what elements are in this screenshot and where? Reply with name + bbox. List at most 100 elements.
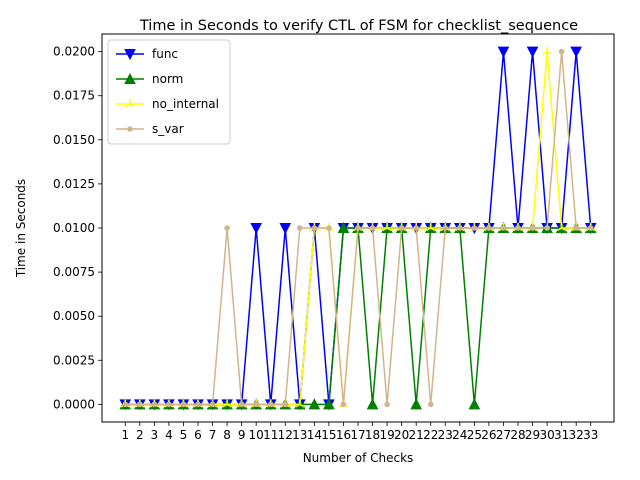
data-point-norm-21	[410, 398, 423, 410]
data-point-s_var-21	[413, 225, 419, 231]
data-point-s_var-5	[180, 401, 187, 408]
legend-label-norm: norm	[152, 72, 183, 86]
data-point-s_var-22	[427, 401, 434, 408]
data-point-no_internal-22	[426, 223, 436, 232]
x-tick-label-3: 3	[151, 428, 159, 442]
data-point-s_var-33	[587, 225, 594, 231]
data-point-no_internal-30	[542, 46, 552, 55]
x-tick-label-21: 21	[409, 428, 424, 442]
x-tick-label-5: 5	[180, 428, 188, 442]
data-point-norm-16	[337, 221, 350, 233]
data-point-s_var-12	[282, 401, 289, 408]
data-point-func-12	[279, 223, 292, 235]
data-point-func-10	[250, 223, 263, 235]
legend-marker-norm	[124, 72, 136, 84]
data-point-s_var-25	[471, 225, 478, 231]
y-tick-label-0.0025: 0.0025	[53, 353, 95, 367]
data-point-func-32	[570, 46, 583, 58]
y-tick-label-0.0000: 0.0000	[53, 397, 95, 411]
x-tick-label-30: 30	[539, 428, 554, 442]
x-axis: 1 2 3 4 5 6 7 8 9 10 11 12 13 14 15 16 17 18 19 20 21 22 23 24 2…	[121, 422, 598, 442]
series-s_var	[122, 48, 594, 408]
data-point-s_var-28	[515, 225, 521, 231]
x-tick-label-10: 10	[249, 428, 264, 442]
x-tick-label-13: 13	[292, 428, 307, 442]
data-point-s_var-2	[137, 401, 143, 408]
x-tick-label-28: 28	[510, 428, 525, 442]
data-point-no_internal-31	[556, 223, 567, 232]
data-point-norm-15	[323, 398, 335, 410]
y-tick-label-0.0125: 0.0125	[53, 177, 95, 191]
data-point-no_internal-13	[295, 399, 305, 408]
data-point-s_var-7	[209, 401, 216, 408]
y-tick-label-0.0175: 0.0175	[53, 89, 95, 103]
x-axis-label: Number of Checks	[303, 451, 414, 465]
data-point-s_var-18	[369, 225, 376, 231]
legend-entry-no_internal: no_internal	[116, 97, 219, 111]
x-tick-label-20: 20	[394, 428, 409, 442]
legend-entry-norm: norm	[116, 72, 183, 86]
x-tick-label-8: 8	[223, 428, 231, 442]
data-point-s_var-20	[398, 225, 405, 231]
x-tick-label-4: 4	[165, 428, 173, 442]
legend-marker-no_internal	[125, 99, 135, 108]
data-point-s_var-23	[442, 225, 449, 231]
x-tick-label-32: 32	[569, 428, 584, 442]
chart-title: Time in Seconds to verify CTL of FSM for…	[139, 18, 578, 34]
x-tick-label-7: 7	[209, 428, 217, 442]
legend-marker-func	[124, 49, 136, 61]
y-tick-label-0.0050: 0.0050	[53, 309, 95, 323]
x-tick-label-29: 29	[525, 428, 540, 442]
data-point-s_var-4	[166, 401, 172, 408]
legend-label-no_internal: no_internal	[152, 97, 219, 111]
x-tick-label-11: 11	[263, 428, 278, 442]
legend-entry-s_var: s_var	[116, 122, 184, 136]
legend-entry-func: func	[116, 47, 178, 61]
x-tick-label-24: 24	[452, 428, 467, 442]
data-point-s_var-16	[340, 401, 347, 408]
legend-label-func: func	[152, 47, 178, 61]
data-point-s_var-3	[151, 401, 158, 408]
data-point-s_var-10	[253, 401, 259, 408]
y-tick-label-0.0075: 0.0075	[53, 265, 95, 279]
data-point-s_var-30	[544, 225, 550, 231]
data-point-s_var-27	[500, 225, 507, 231]
x-tick-label-19: 19	[379, 428, 394, 442]
data-point-s_var-32	[573, 225, 579, 231]
data-point-s_var-19	[384, 401, 390, 408]
data-point-norm-25	[468, 398, 481, 410]
legend-box	[107, 39, 231, 145]
data-point-s_var-9	[238, 401, 245, 408]
y-axis-label: Time in Seconds	[14, 179, 28, 278]
x-tick-label-18: 18	[365, 428, 380, 442]
x-tick-label-9: 9	[238, 428, 246, 442]
data-point-s_var-14	[311, 225, 318, 231]
data-point-s_var-15	[326, 225, 332, 231]
x-tick-label-17: 17	[350, 428, 365, 442]
data-point-func-27	[497, 46, 510, 58]
legend-marker-s_var	[127, 126, 133, 132]
x-tick-label-1: 1	[121, 428, 129, 442]
y-tick-label-0.0150: 0.0150	[53, 133, 95, 147]
x-tick-label-2: 2	[136, 428, 144, 442]
x-tick-label-31: 31	[554, 428, 569, 442]
data-point-s_var-31	[558, 48, 565, 55]
y-tick-label-0.0100: 0.0100	[53, 221, 95, 235]
data-point-s_var-17	[355, 225, 361, 231]
series-layer	[119, 46, 597, 411]
data-point-s_var-24	[457, 225, 463, 231]
y-axis: 0.0000 0.0025 0.0050 0.0075 0.0100 0.0125 0.01…	[53, 45, 102, 411]
data-point-s_var-29	[529, 225, 536, 231]
x-tick-label-15: 15	[321, 428, 336, 442]
data-point-s_var-11	[267, 401, 274, 408]
data-point-no_internal-19	[382, 223, 392, 232]
x-tick-label-25: 25	[467, 428, 482, 442]
x-tick-label-22: 22	[423, 428, 438, 442]
x-tick-label-12: 12	[278, 428, 293, 442]
data-point-s_var-6	[195, 401, 201, 408]
y-tick-label-0.0200: 0.0200	[53, 45, 95, 59]
data-point-norm-18	[366, 398, 379, 410]
x-tick-label-33: 33	[583, 428, 598, 442]
